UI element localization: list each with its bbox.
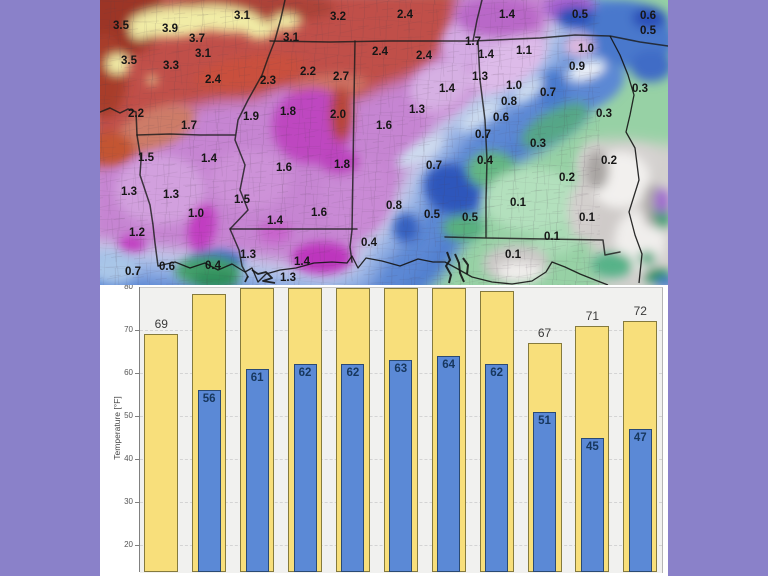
svg-text:1.3: 1.3	[240, 249, 256, 261]
svg-text:0.1: 0.1	[544, 231, 561, 243]
svg-text:1.4: 1.4	[439, 83, 456, 95]
svg-text:2.4: 2.4	[397, 9, 414, 21]
svg-text:0.9: 0.9	[569, 61, 585, 73]
svg-text:3.3: 3.3	[163, 60, 179, 72]
svg-text:3.9: 3.9	[162, 23, 178, 35]
svg-text:1.6: 1.6	[276, 162, 292, 174]
svg-text:3.7: 3.7	[189, 33, 205, 45]
svg-text:1.9: 1.9	[243, 111, 259, 123]
svg-text:0.3: 0.3	[596, 108, 612, 120]
svg-text:2.3: 2.3	[260, 75, 276, 87]
svg-text:3.1: 3.1	[234, 10, 251, 22]
svg-text:1.4: 1.4	[478, 49, 495, 61]
svg-text:0.5: 0.5	[424, 209, 441, 221]
svg-text:2.4: 2.4	[416, 50, 433, 62]
svg-text:1.4: 1.4	[294, 256, 311, 268]
svg-text:3.5: 3.5	[121, 55, 138, 67]
svg-text:1.4: 1.4	[267, 215, 284, 227]
svg-text:0.6: 0.6	[493, 112, 509, 124]
svg-text:0.3: 0.3	[530, 138, 546, 150]
svg-text:3.5: 3.5	[113, 20, 130, 32]
svg-text:0.5: 0.5	[640, 25, 657, 37]
svg-text:1.8: 1.8	[334, 159, 351, 171]
svg-text:0.3: 0.3	[632, 83, 648, 95]
svg-text:3.1: 3.1	[283, 32, 300, 44]
svg-text:3.2: 3.2	[330, 11, 346, 23]
svg-text:1.3: 1.3	[121, 186, 137, 198]
svg-text:0.1: 0.1	[579, 212, 596, 224]
svg-text:0.7: 0.7	[426, 160, 442, 172]
svg-text:2.0: 2.0	[330, 109, 346, 121]
svg-text:1.5: 1.5	[234, 194, 251, 206]
svg-text:2.2: 2.2	[128, 108, 144, 120]
svg-text:0.2: 0.2	[601, 155, 617, 167]
svg-text:1.4: 1.4	[201, 153, 218, 165]
svg-text:1.3: 1.3	[409, 104, 425, 116]
svg-text:0.8: 0.8	[501, 96, 518, 108]
svg-text:1.2: 1.2	[129, 227, 145, 239]
svg-text:0.6: 0.6	[640, 10, 656, 22]
svg-text:3.1: 3.1	[195, 48, 212, 60]
svg-text:2.4: 2.4	[372, 46, 389, 58]
svg-text:1.3: 1.3	[163, 189, 179, 201]
svg-text:1.0: 1.0	[188, 208, 204, 220]
svg-text:0.7: 0.7	[475, 129, 491, 141]
svg-text:1.3: 1.3	[280, 272, 296, 284]
svg-text:0.1: 0.1	[510, 197, 527, 209]
svg-text:1.5: 1.5	[138, 152, 155, 164]
svg-text:2.7: 2.7	[333, 71, 349, 83]
svg-text:0.1: 0.1	[505, 249, 522, 261]
svg-text:0.8: 0.8	[386, 200, 403, 212]
svg-text:0.4: 0.4	[477, 155, 494, 167]
svg-text:0.5: 0.5	[462, 212, 479, 224]
svg-text:1.7: 1.7	[465, 36, 481, 48]
svg-text:0.7: 0.7	[540, 87, 556, 99]
svg-text:0.2: 0.2	[559, 172, 575, 184]
svg-text:1.6: 1.6	[376, 120, 392, 132]
svg-text:0.4: 0.4	[205, 260, 222, 272]
svg-text:1.3: 1.3	[472, 71, 488, 83]
svg-text:1.7: 1.7	[181, 120, 197, 132]
svg-text:1.0: 1.0	[506, 80, 522, 92]
svg-text:0.4: 0.4	[361, 237, 378, 249]
svg-text:1.6: 1.6	[311, 207, 327, 219]
svg-text:0.5: 0.5	[572, 9, 589, 21]
svg-text:0.7: 0.7	[125, 266, 141, 278]
svg-text:1.1: 1.1	[516, 45, 533, 57]
svg-text:0.6: 0.6	[159, 261, 175, 273]
svg-text:1.8: 1.8	[280, 106, 297, 118]
svg-text:2.4: 2.4	[205, 74, 222, 86]
svg-text:1.4: 1.4	[499, 9, 516, 21]
svg-text:2.2: 2.2	[300, 66, 316, 78]
svg-text:1.0: 1.0	[578, 43, 594, 55]
